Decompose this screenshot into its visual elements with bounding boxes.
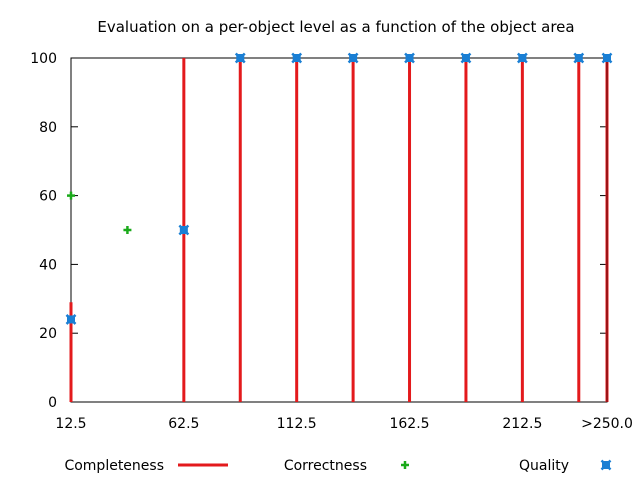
legend: Completeness Correctness Quality bbox=[64, 458, 612, 474]
quality-point bbox=[291, 52, 303, 64]
quality-point bbox=[347, 52, 359, 64]
quality-point-x2 bbox=[601, 52, 613, 64]
x-tick-label: 112.5 bbox=[277, 416, 317, 432]
quality-point-x2 bbox=[460, 52, 472, 64]
x-tick-label: 62.5 bbox=[168, 416, 199, 432]
y-axis: 0 20 40 60 80 100 bbox=[30, 51, 607, 411]
legend-swatch-quality bbox=[600, 459, 612, 471]
x-tick-label: 212.5 bbox=[502, 416, 542, 432]
chart-title: Evaluation on a per-object level as a fu… bbox=[97, 18, 574, 36]
legend-label: Correctness bbox=[284, 458, 367, 474]
x-axis: 12.5 62.5 112.5 162.5 212.5 >250.0 bbox=[55, 58, 633, 432]
quality-point bbox=[404, 52, 415, 64]
quality-point bbox=[516, 52, 528, 64]
quality-point bbox=[178, 224, 190, 236]
correctness-point bbox=[67, 191, 75, 200]
plot-frame bbox=[70, 57, 608, 403]
quality-point-x2 bbox=[516, 52, 528, 64]
legend-quality-x2 bbox=[600, 459, 612, 471]
y-tick-label: 80 bbox=[39, 120, 57, 136]
quality-point-x2 bbox=[573, 52, 585, 64]
quality-point-x2 bbox=[404, 52, 415, 64]
quality-point bbox=[234, 52, 246, 64]
quality-point bbox=[573, 52, 585, 64]
completeness-series bbox=[69, 58, 609, 402]
y-tick-label: 100 bbox=[30, 51, 57, 67]
y-tick-label: 60 bbox=[39, 189, 57, 205]
legend-swatch-correctness bbox=[401, 461, 409, 469]
quality-point-x2 bbox=[347, 52, 359, 64]
quality-point-x2 bbox=[234, 52, 246, 64]
quality-point-x2 bbox=[65, 314, 77, 325]
x-tick-label: 162.5 bbox=[389, 416, 429, 432]
quality-point bbox=[460, 52, 472, 64]
y-tick-label: 20 bbox=[39, 326, 57, 342]
legend-label: Quality bbox=[519, 458, 569, 474]
y-tick-label: 40 bbox=[39, 257, 57, 273]
y-tick-label: 0 bbox=[48, 395, 57, 411]
correctness-point bbox=[123, 226, 132, 234]
quality-point bbox=[601, 52, 613, 64]
quality-point-x2 bbox=[178, 224, 190, 236]
points-layer bbox=[65, 52, 613, 325]
quality-point bbox=[65, 314, 77, 325]
x-tick-label: >250.0 bbox=[581, 416, 633, 432]
quality-point-x2 bbox=[291, 52, 303, 64]
legend-label: Completeness bbox=[64, 458, 164, 474]
x-tick-label: 12.5 bbox=[55, 416, 86, 432]
